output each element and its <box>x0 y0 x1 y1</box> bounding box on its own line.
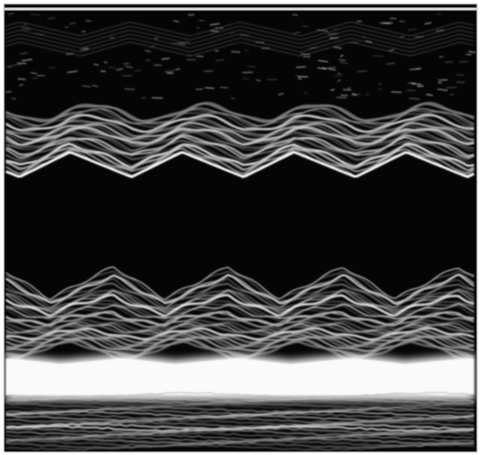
speckle <box>347 88 350 89</box>
speckle <box>247 66 256 67</box>
page: (() => { const g = document.getElementBy… <box>0 0 481 455</box>
m-mode-echo-image <box>0 0 481 455</box>
speckle <box>337 97 347 98</box>
speckle <box>343 90 351 91</box>
speckle <box>205 88 214 89</box>
speckle <box>125 89 135 90</box>
speckle <box>446 87 457 88</box>
speckle <box>146 60 151 61</box>
speckle <box>337 73 340 74</box>
speckle <box>373 56 383 57</box>
speckle <box>32 78 38 79</box>
speckle <box>459 61 467 62</box>
speckle <box>391 92 401 93</box>
speckle <box>124 63 130 64</box>
speckle <box>410 69 421 70</box>
speckle <box>18 79 26 80</box>
